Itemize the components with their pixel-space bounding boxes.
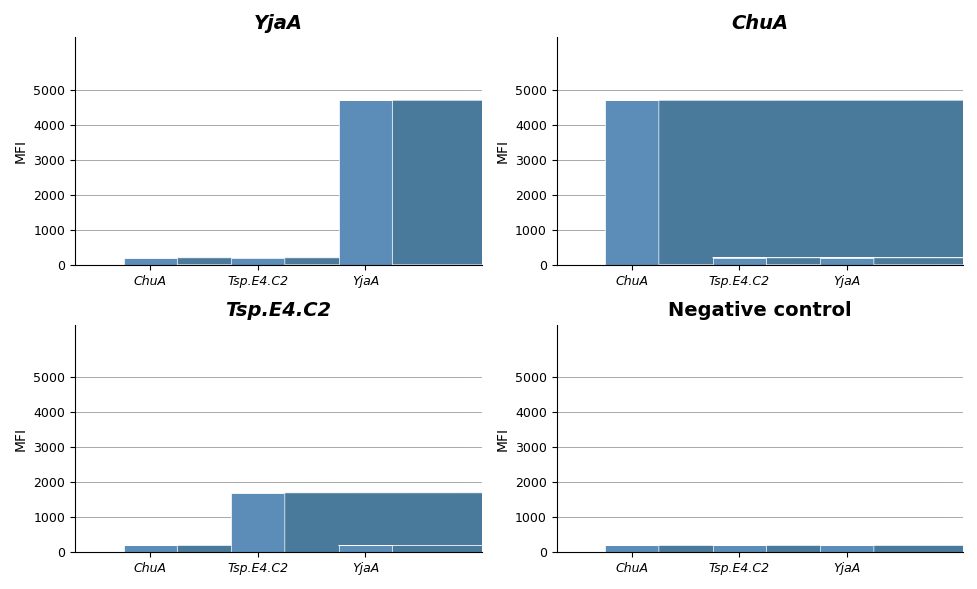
Polygon shape [820,258,873,265]
Polygon shape [123,542,977,545]
Polygon shape [231,493,285,552]
Title: Tsp.E4.C2: Tsp.E4.C2 [226,302,331,320]
Polygon shape [658,97,977,265]
Polygon shape [605,97,977,100]
Y-axis label: MFI: MFI [14,139,28,163]
Polygon shape [285,489,977,552]
Polygon shape [873,254,977,265]
Polygon shape [285,254,977,265]
Polygon shape [873,542,977,552]
Polygon shape [177,542,977,552]
Polygon shape [712,542,977,545]
Polygon shape [231,489,977,493]
Polygon shape [712,545,766,552]
Polygon shape [658,542,977,552]
Polygon shape [393,97,977,265]
Polygon shape [123,254,977,258]
Polygon shape [177,254,977,265]
Polygon shape [820,254,977,258]
Polygon shape [339,100,393,265]
Polygon shape [123,545,177,552]
Polygon shape [231,258,285,265]
Polygon shape [766,254,977,265]
Title: Negative control: Negative control [668,302,852,320]
Polygon shape [339,545,393,552]
Polygon shape [605,542,977,545]
Y-axis label: MFI: MFI [495,426,509,451]
Polygon shape [712,258,766,265]
Polygon shape [393,542,977,552]
Polygon shape [339,97,977,100]
Polygon shape [766,542,977,552]
Y-axis label: MFI: MFI [495,139,509,163]
Polygon shape [820,542,977,545]
Polygon shape [231,254,977,258]
Title: ChuA: ChuA [732,14,788,33]
Title: YjaA: YjaA [254,14,303,33]
Y-axis label: MFI: MFI [14,426,28,451]
Polygon shape [605,100,658,265]
Polygon shape [712,254,977,258]
Polygon shape [123,258,177,265]
Polygon shape [605,545,658,552]
Polygon shape [820,545,873,552]
Polygon shape [339,542,977,545]
